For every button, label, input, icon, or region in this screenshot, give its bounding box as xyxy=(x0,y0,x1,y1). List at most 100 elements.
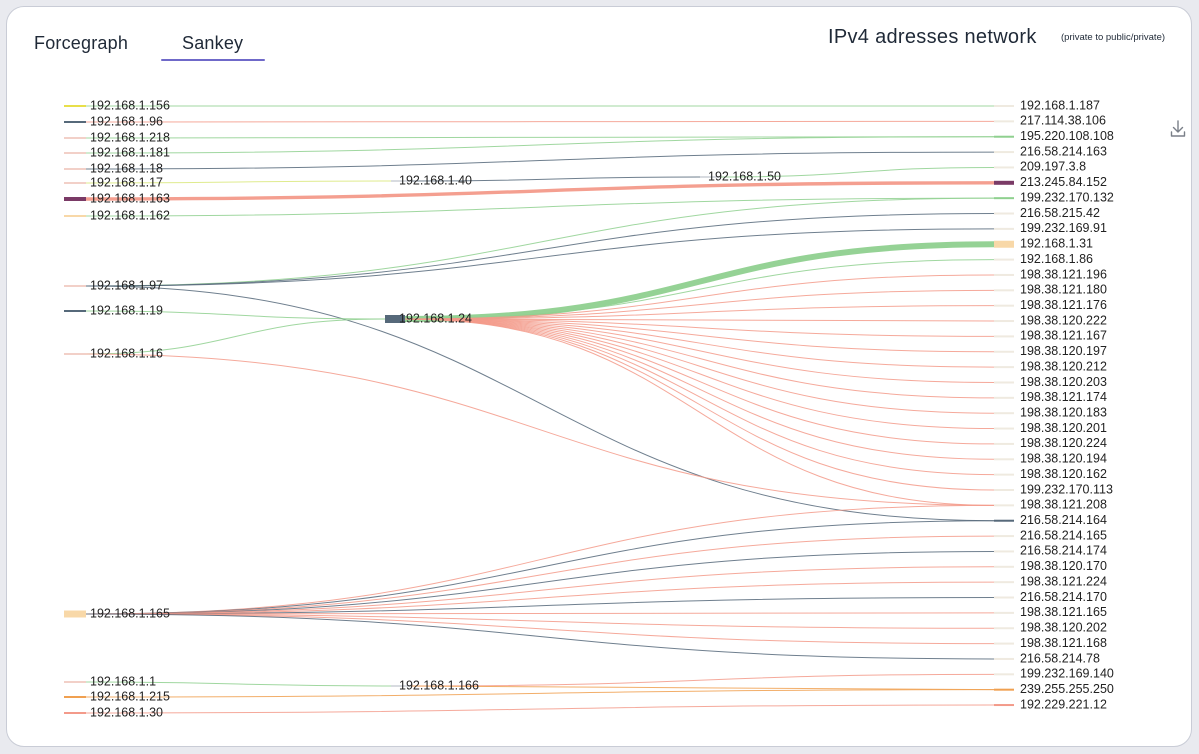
sankey-link[interactable] xyxy=(85,197,995,217)
sankey-node[interactable] xyxy=(64,285,86,287)
sankey-link[interactable] xyxy=(719,166,995,178)
sankey-link[interactable] xyxy=(85,353,995,506)
sankey-node[interactable] xyxy=(64,215,86,217)
sankey-link[interactable] xyxy=(85,213,995,287)
sankey-link[interactable] xyxy=(85,613,995,660)
sankey-link[interactable] xyxy=(85,504,995,615)
sankey-node[interactable] xyxy=(64,121,86,123)
sankey-node[interactable] xyxy=(994,240,1014,248)
sankey-node[interactable] xyxy=(994,320,1014,323)
sankey-link[interactable] xyxy=(410,685,995,691)
sankey-node[interactable] xyxy=(994,627,1014,630)
sankey-node[interactable] xyxy=(64,353,86,355)
sankey-link[interactable] xyxy=(85,520,995,615)
sankey-link[interactable] xyxy=(404,318,995,430)
sankey-node[interactable] xyxy=(994,519,1014,522)
sankey-node[interactable] xyxy=(64,712,86,714)
sankey-link[interactable] xyxy=(85,612,995,615)
sankey-node[interactable] xyxy=(64,310,86,312)
sankey-link[interactable] xyxy=(85,151,995,170)
sankey-node[interactable] xyxy=(994,657,1014,660)
sankey-link[interactable] xyxy=(404,289,995,320)
sankey-node[interactable] xyxy=(994,105,1014,107)
sankey-node[interactable] xyxy=(994,227,1014,230)
sankey-link[interactable] xyxy=(85,566,995,615)
sankey-node[interactable] xyxy=(994,304,1014,307)
sankey-link[interactable] xyxy=(404,318,995,476)
tab-forcegraph[interactable]: Forcegraph xyxy=(34,33,129,53)
sankey-node[interactable] xyxy=(64,105,86,107)
download-icon[interactable] xyxy=(1170,120,1186,138)
sankey-node[interactable] xyxy=(64,696,86,698)
sankey-node[interactable] xyxy=(700,176,720,178)
sankey-link[interactable] xyxy=(404,305,995,320)
sankey-node[interactable] xyxy=(994,366,1014,369)
sankey-node[interactable] xyxy=(994,273,1014,276)
tab-sankey[interactable]: Sankey xyxy=(182,33,244,53)
sankey-link[interactable] xyxy=(404,241,995,322)
sankey-link[interactable] xyxy=(85,136,995,154)
sankey-node[interactable] xyxy=(994,673,1014,676)
sankey-node[interactable] xyxy=(994,550,1014,553)
sankey-node[interactable] xyxy=(994,180,1014,185)
sankey-link[interactable] xyxy=(85,228,995,287)
sankey-node[interactable] xyxy=(994,151,1014,154)
sankey-link[interactable] xyxy=(404,318,995,445)
sankey-link[interactable] xyxy=(85,120,995,123)
sankey-node[interactable] xyxy=(994,258,1014,261)
sankey-node[interactable] xyxy=(64,168,86,170)
sankey-node[interactable] xyxy=(994,442,1014,445)
sankey-link[interactable] xyxy=(85,535,995,615)
sankey-link[interactable] xyxy=(85,310,386,320)
sankey-link[interactable] xyxy=(85,597,995,615)
sankey-node[interactable] xyxy=(994,381,1014,384)
sankey-node[interactable] xyxy=(994,350,1014,353)
sankey-link[interactable] xyxy=(85,613,995,629)
sankey-link[interactable] xyxy=(85,550,995,615)
sankey-node[interactable] xyxy=(64,610,86,618)
sankey-link[interactable] xyxy=(404,274,995,320)
sankey-node[interactable] xyxy=(64,137,86,139)
sankey-node[interactable] xyxy=(994,473,1014,476)
sankey-link[interactable] xyxy=(404,318,995,368)
sankey-link[interactable] xyxy=(85,704,995,714)
sankey-link[interactable] xyxy=(404,259,995,320)
sankey-node[interactable] xyxy=(994,704,1014,707)
sankey-node[interactable] xyxy=(994,642,1014,645)
sankey-link[interactable] xyxy=(85,136,995,139)
sankey-node[interactable] xyxy=(994,166,1014,169)
sankey-link[interactable] xyxy=(85,689,995,698)
sankey-link[interactable] xyxy=(85,318,386,355)
sankey-link[interactable] xyxy=(410,176,701,182)
sankey-node[interactable] xyxy=(994,120,1014,123)
sankey-link[interactable] xyxy=(404,318,995,337)
sankey-node[interactable] xyxy=(64,197,86,201)
sankey-node[interactable] xyxy=(994,412,1014,415)
sankey-node[interactable] xyxy=(994,596,1014,599)
sankey-node[interactable] xyxy=(64,182,86,184)
sankey-link[interactable] xyxy=(85,181,995,201)
sankey-link[interactable] xyxy=(404,318,995,506)
sankey-node[interactable] xyxy=(385,315,405,323)
sankey-link[interactable] xyxy=(85,681,392,687)
sankey-link[interactable] xyxy=(85,180,392,184)
sankey-node[interactable] xyxy=(994,581,1014,584)
sankey-link[interactable] xyxy=(85,285,995,522)
sankey-node[interactable] xyxy=(994,688,1014,691)
sankey-link[interactable] xyxy=(404,318,995,322)
sankey-link[interactable] xyxy=(404,318,995,491)
sankey-link[interactable] xyxy=(404,318,995,399)
sankey-node[interactable] xyxy=(994,396,1014,399)
sankey-link[interactable] xyxy=(85,197,995,287)
sankey-node[interactable] xyxy=(64,681,86,683)
sankey-node[interactable] xyxy=(994,565,1014,568)
sankey-node[interactable] xyxy=(994,135,1014,138)
sankey-node[interactable] xyxy=(994,197,1014,200)
sankey-node[interactable] xyxy=(994,504,1014,507)
sankey-link[interactable] xyxy=(404,318,995,353)
sankey-node[interactable] xyxy=(391,180,411,182)
sankey-link[interactable] xyxy=(404,318,995,460)
sankey-node[interactable] xyxy=(391,685,411,687)
sankey-node[interactable] xyxy=(994,212,1014,215)
sankey-node[interactable] xyxy=(994,289,1014,292)
